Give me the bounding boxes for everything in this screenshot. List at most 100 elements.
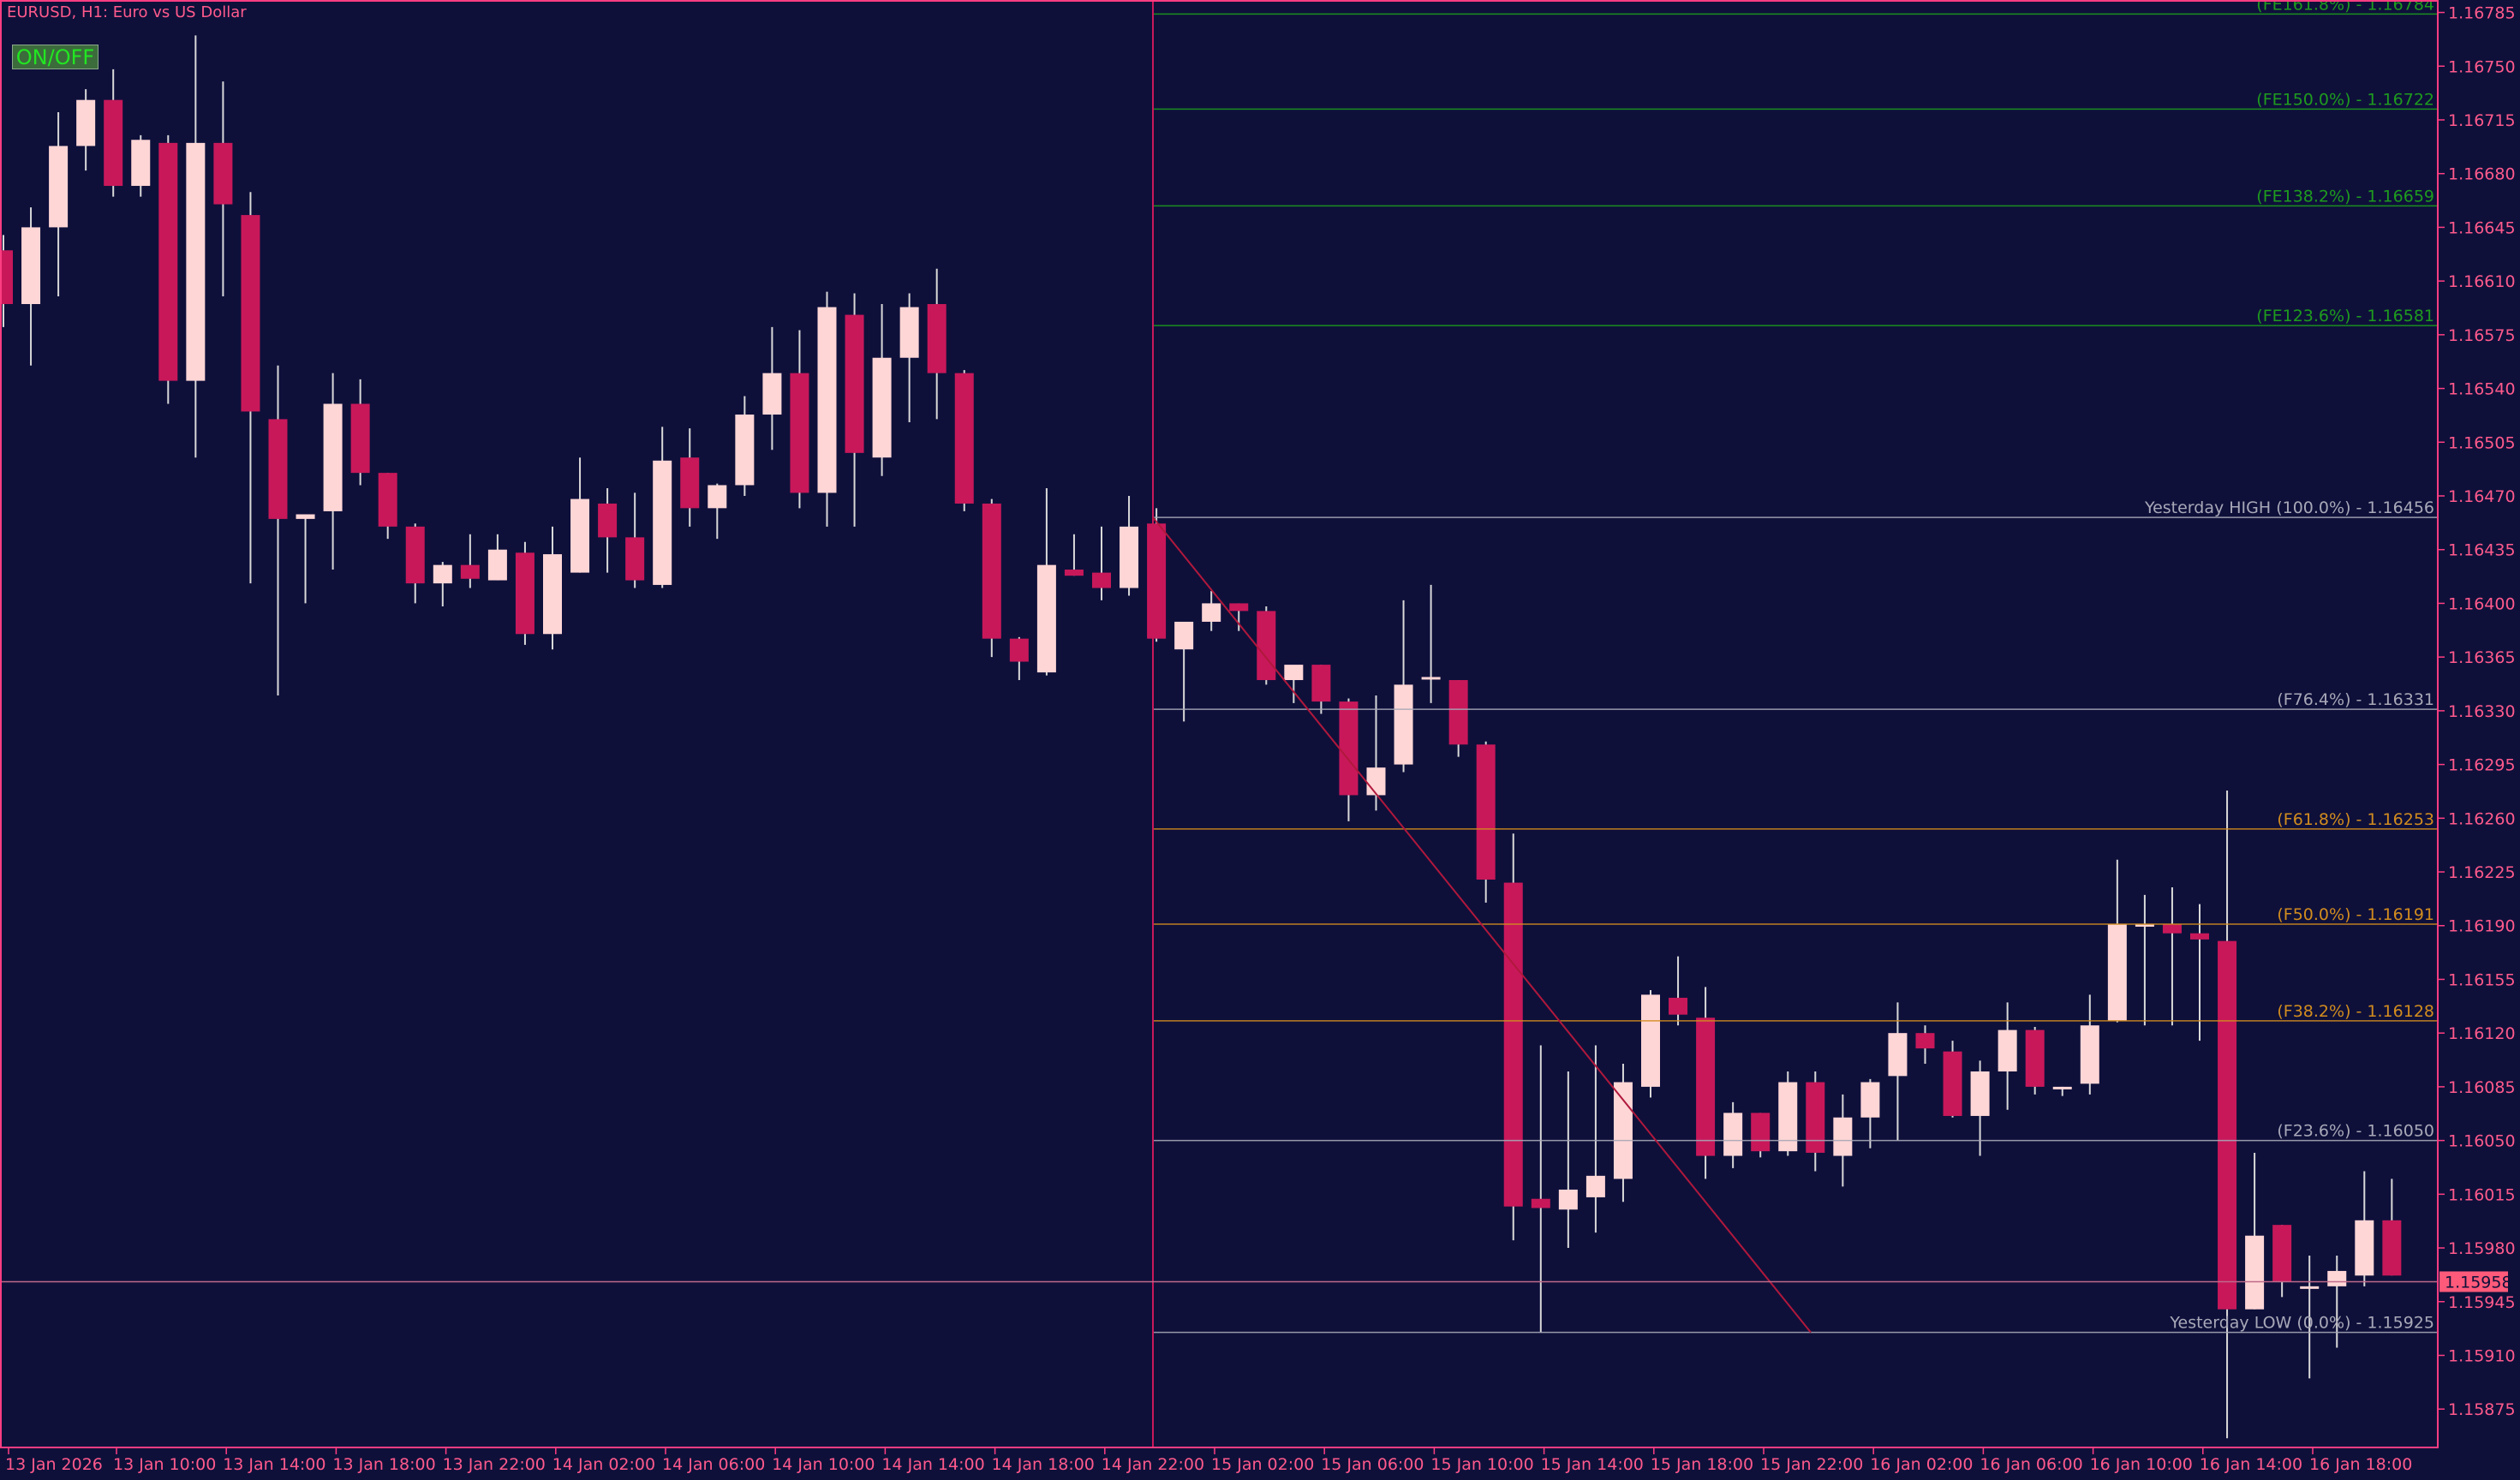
candle-body — [680, 457, 700, 509]
fib-level-label: (FE161.8%) - 1.16784 — [2256, 0, 2434, 14]
candle-body — [2355, 1220, 2374, 1276]
time-axis-label: 14 Jan 14:00 — [881, 1455, 984, 1474]
candle-body — [1476, 744, 1496, 880]
price-axis-label: 1.16260 — [2448, 809, 2516, 828]
candle-body — [378, 473, 397, 527]
price-axis-label: 1.16330 — [2448, 702, 2516, 721]
time-axis-label: 16 Jan 14:00 — [2200, 1455, 2302, 1474]
price-axis-label: 1.15910 — [2448, 1346, 2516, 1365]
candle-body — [2135, 923, 2154, 927]
candle-body — [598, 503, 618, 538]
candle-body — [1036, 564, 1056, 673]
time-axis-label: 13 Jan 10:00 — [113, 1455, 216, 1474]
candle-body — [845, 314, 864, 453]
chart-overlays — [2, 2, 2438, 1447]
candle-body — [21, 227, 41, 305]
candle-body — [817, 307, 837, 493]
candle-body — [1366, 767, 1386, 796]
price-axis-label: 1.16540 — [2448, 380, 2516, 399]
candle-body — [1284, 665, 1304, 681]
candle-body — [2080, 1025, 2099, 1084]
time-axis-label: 15 Jan 10:00 — [1430, 1455, 1533, 1474]
candle-body — [104, 99, 123, 187]
candle-body — [131, 140, 151, 187]
current-price-tag — [2439, 1271, 2508, 1292]
candle-body — [0, 250, 13, 305]
candle-body — [2162, 923, 2182, 934]
candle-body — [268, 419, 288, 519]
price-axis-label: 1.16785 — [2448, 4, 2516, 23]
candle-body — [708, 485, 727, 509]
price-axis-label: 1.16645 — [2448, 218, 2516, 237]
candle-body — [186, 142, 206, 381]
candle-body — [1778, 1082, 1798, 1152]
time-axis-label: 15 Jan 14:00 — [1541, 1455, 1644, 1474]
candle-body — [1448, 680, 1468, 745]
price-axis-label: 1.16470 — [2448, 487, 2516, 506]
fib-level-label: (FE123.6%) - 1.16581 — [2256, 307, 2434, 325]
candle-body — [1311, 665, 1331, 702]
candle-body — [2190, 933, 2209, 940]
fib-level-label: (FE150.0%) - 1.16722 — [2256, 90, 2434, 109]
chart-frame — [0, 0, 2439, 1448]
candle-body — [1888, 1033, 1908, 1077]
candle-body — [1009, 638, 1029, 662]
time-axis-label: 16 Jan 10:00 — [2090, 1455, 2193, 1474]
fib-level-label: (F23.6%) - 1.16050 — [2277, 1122, 2434, 1141]
price-axis-label: 1.16435 — [2448, 541, 2516, 560]
candle-body — [296, 514, 315, 519]
candle-body — [872, 357, 892, 458]
current-price-label: 1.15958 — [2445, 1273, 2512, 1292]
price-axis-label: 1.16505 — [2448, 433, 2516, 452]
time-axis-label: 13 Jan 2026 — [5, 1455, 103, 1474]
candle-body — [1860, 1082, 1880, 1118]
candle-body — [158, 142, 178, 381]
time-axis-label: 15 Jan 18:00 — [1651, 1455, 1753, 1474]
candle-body — [570, 498, 590, 573]
candle-body — [350, 403, 370, 474]
fib-level-label: (F38.2%) - 1.16128 — [2277, 1002, 2434, 1021]
time-axis-label: 13 Jan 18:00 — [332, 1455, 435, 1474]
time-axis-label: 13 Jan 14:00 — [223, 1455, 325, 1474]
candle-body — [1970, 1071, 1990, 1116]
candle-body — [2025, 1029, 2045, 1087]
candle-body — [653, 460, 672, 585]
candle-body — [49, 146, 69, 228]
time-axis-label: 15 Jan 02:00 — [1211, 1455, 1314, 1474]
candle-body — [1641, 994, 1660, 1087]
candle-body — [543, 554, 562, 635]
on-off-toggle-button[interactable]: ON/OFF — [12, 45, 99, 69]
price-axis-label: 1.16610 — [2448, 272, 2516, 291]
candle-body — [1833, 1117, 1853, 1156]
candle-body — [1147, 523, 1167, 639]
fib-level-label: (F61.8%) - 1.16253 — [2277, 810, 2434, 829]
time-axis-label: 16 Jan 02:00 — [1870, 1455, 1973, 1474]
price-axis-label: 1.16715 — [2448, 111, 2516, 130]
candle-body — [1092, 572, 1111, 588]
price-axis-label: 1.16225 — [2448, 863, 2516, 882]
time-axis-label: 13 Jan 22:00 — [443, 1455, 546, 1474]
time-axis-label: 15 Jan 22:00 — [1760, 1455, 1863, 1474]
candle-body — [1229, 603, 1249, 612]
fib-level-label: (F76.4%) - 1.16331 — [2277, 690, 2434, 709]
candle-body — [1421, 677, 1441, 680]
candle-body — [899, 307, 919, 358]
candle-body — [625, 537, 645, 581]
candle-body — [1202, 603, 1221, 622]
candle-body — [2245, 1235, 2265, 1310]
candle-body — [76, 99, 96, 146]
candle-body — [1669, 997, 1688, 1015]
candle-body — [1339, 701, 1359, 796]
price-axis-label: 1.15875 — [2448, 1400, 2516, 1419]
candle-body — [790, 373, 809, 493]
price-axis-label: 1.16120 — [2448, 1024, 2516, 1043]
candle-body — [2327, 1270, 2347, 1286]
candle-body — [1806, 1082, 1825, 1153]
time-axis-label: 14 Jan 02:00 — [552, 1455, 655, 1474]
candle-body — [1997, 1029, 2017, 1071]
fib-level-label: Yesterday HIGH (100.0%) - 1.16456 — [2144, 498, 2434, 517]
candle-body — [927, 304, 946, 373]
